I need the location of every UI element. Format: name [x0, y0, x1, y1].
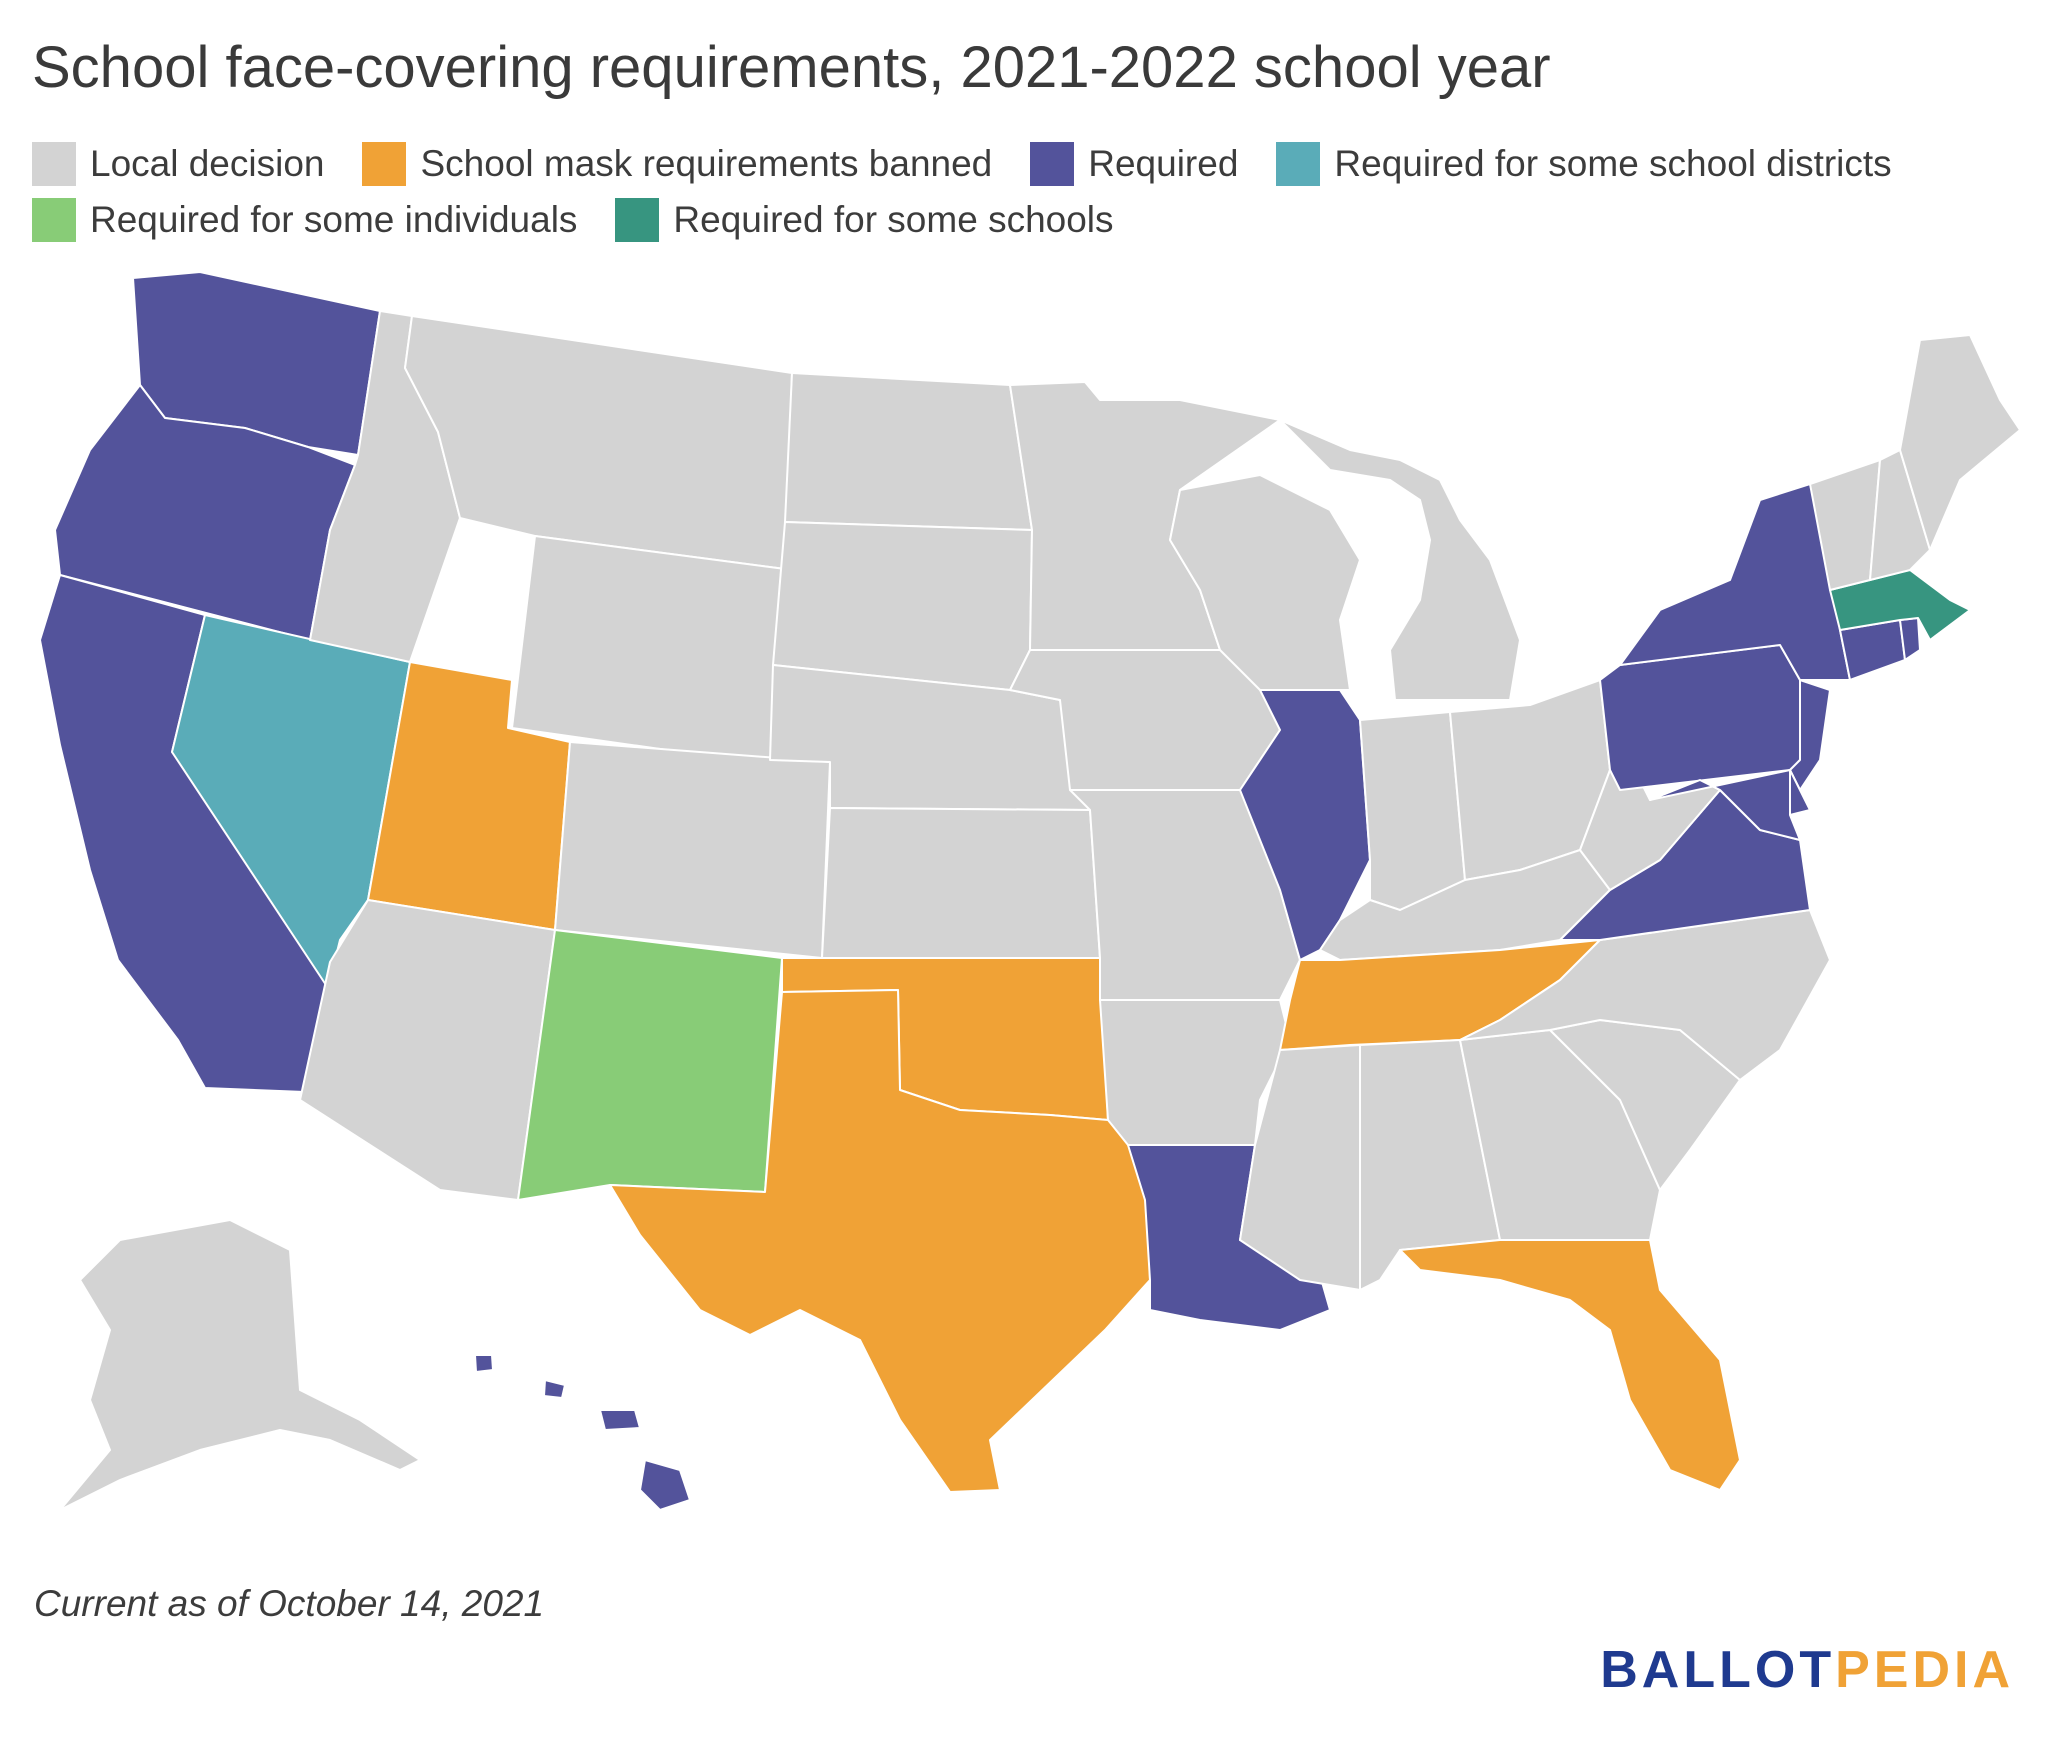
- logo-pedia: PEDIA: [1835, 1641, 2014, 1699]
- state-AK[interactable]: [59, 1219, 421, 1511]
- legend-label: Required: [1088, 143, 1239, 184]
- logo-ballot: BALLOT: [1600, 1641, 1836, 1699]
- state-HI-3[interactable]: [543, 1379, 566, 1399]
- us-map: [39, 271, 2021, 1511]
- legend-label: Local decision: [90, 143, 325, 184]
- state-WI[interactable]: [1169, 474, 1361, 691]
- legend-label: Required for some individuals: [90, 199, 578, 240]
- state-IN[interactable]: [1359, 711, 1466, 911]
- state-NC[interactable]: [1459, 909, 1831, 1081]
- state-NM[interactable]: [517, 929, 783, 1201]
- state-NH[interactable]: [1869, 449, 1931, 581]
- date-note: Current as of October 14, 2021: [34, 1583, 545, 1624]
- state-CO[interactable]: [554, 741, 831, 959]
- state-PA[interactable]: [1599, 644, 1801, 791]
- legend-label: School mask requirements banned: [420, 143, 993, 184]
- state-HI[interactable]: [639, 1459, 691, 1511]
- chart-title: School face-covering requirements, 2021-…: [32, 35, 1551, 100]
- state-KS[interactable]: [821, 807, 1101, 959]
- legend-item-some-schools: Required for some schools: [615, 198, 1114, 242]
- legend-swatch: [32, 198, 76, 242]
- ballotpedia-logo: BALLOTPEDIA: [1600, 1640, 2014, 1700]
- state-HI-4[interactable]: [599, 1409, 641, 1431]
- legend-swatch: [1276, 142, 1321, 186]
- state-WY[interactable]: [511, 535, 786, 766]
- legend-label: Required for some school districts: [1334, 143, 1892, 184]
- legend-item-local-decision: Local decision: [32, 142, 324, 186]
- state-MI[interactable]: [1279, 419, 1521, 701]
- legend-item-banned: School mask requirements banned: [362, 142, 992, 186]
- legend: Local decision School mask requirements …: [32, 136, 2022, 248]
- state-FL[interactable]: [1399, 1239, 1741, 1491]
- state-MD[interactable]: [1649, 769, 1801, 841]
- state-MT[interactable]: [404, 315, 793, 570]
- state-ND[interactable]: [784, 372, 1033, 531]
- state-TX[interactable]: [609, 989, 1151, 1493]
- state-AR[interactable]: [1099, 999, 1291, 1146]
- legend-item-required: Required: [1030, 142, 1238, 186]
- legend-item-some-districts: Required for some school districts: [1276, 142, 1892, 186]
- legend-item-some-individuals: Required for some individuals: [32, 198, 577, 242]
- legend-label: Required for some schools: [673, 199, 1114, 240]
- state-SD[interactable]: [772, 521, 1033, 691]
- legend-swatch: [362, 142, 407, 186]
- legend-swatch: [32, 142, 76, 186]
- legend-swatch: [1030, 142, 1075, 186]
- state-HI-2[interactable]: [474, 1354, 494, 1373]
- state-MA[interactable]: [1829, 569, 1971, 641]
- legend-swatch: [615, 198, 660, 242]
- state-ME[interactable]: [1899, 334, 2021, 551]
